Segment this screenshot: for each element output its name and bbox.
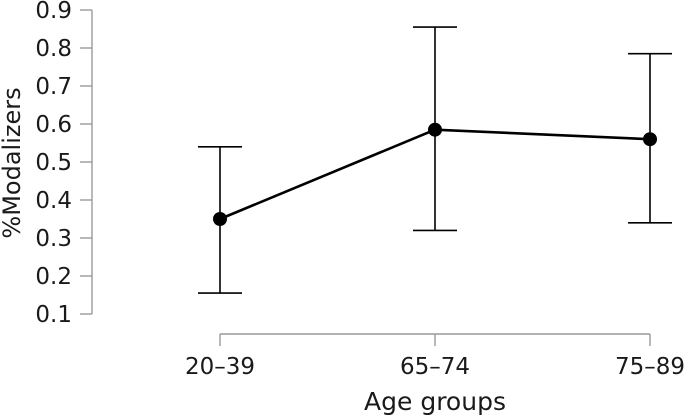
x-tick-label: 75–89 [615, 354, 685, 380]
x-tick-label: 20–39 [185, 354, 255, 380]
data-point [643, 132, 657, 147]
y-axis: 0.9 0.8 0.7 0.6 0.5 0.4 0.3 0.2 0.1 [35, 0, 93, 328]
y-tick-label: 0.7 [35, 74, 72, 100]
y-tick-label: 0.6 [35, 112, 72, 138]
x-axis-title: Age groups [364, 387, 506, 416]
y-tick-label: 0.8 [35, 36, 72, 62]
y-tick-label: 0.2 [35, 264, 72, 290]
data-point [428, 122, 442, 137]
y-tick-label: 0.3 [35, 226, 72, 252]
y-tick-label: 0.5 [35, 150, 72, 176]
y-tick-label: 0.4 [35, 188, 72, 214]
y-tick-label: 0.9 [35, 0, 72, 24]
x-axis: 20–39 65–74 75–89 [185, 333, 685, 380]
data-point [213, 212, 227, 226]
data-series [198, 26, 672, 294]
y-axis-title: %Modalizers [0, 87, 26, 238]
y-tick-label: 0.1 [35, 302, 72, 328]
x-tick-label: 65–74 [400, 354, 470, 380]
